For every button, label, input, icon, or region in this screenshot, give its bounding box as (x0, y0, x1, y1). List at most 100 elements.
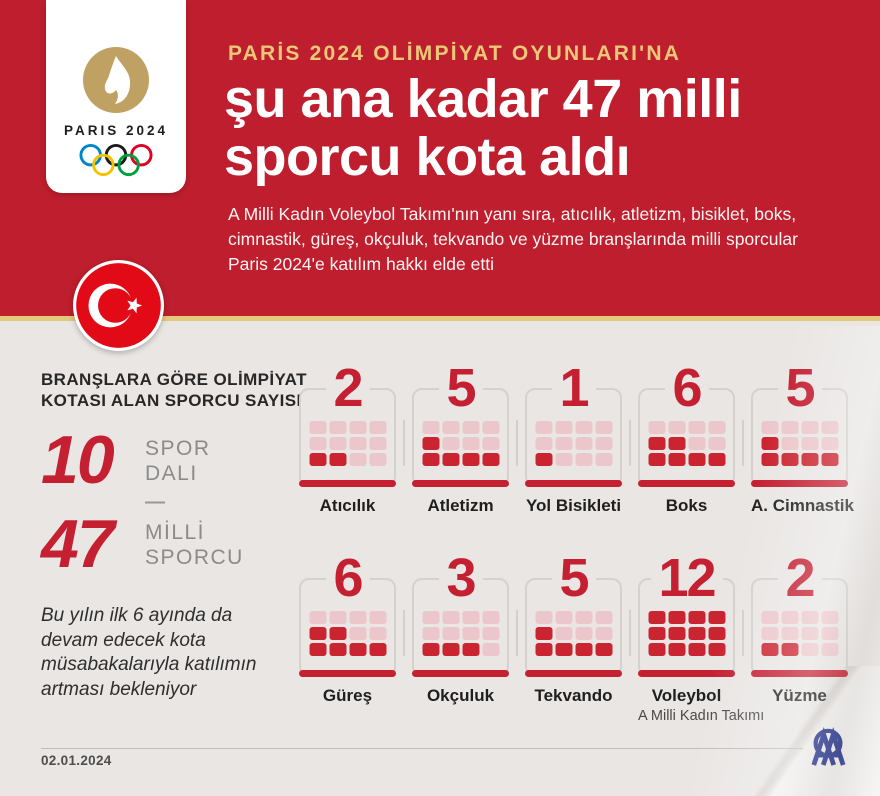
turkish-flag-icon (73, 260, 164, 351)
quota-cell (349, 643, 366, 656)
paris-2024-logo-card: PARIS 2024 (46, 0, 186, 193)
quota-cell (781, 611, 798, 624)
sports-row-2: 6 Güreş 3 Okçuluk 5 Tekvando 12 Voleybol… (299, 551, 848, 724)
quota-cell (781, 453, 798, 466)
quota-grid (761, 421, 838, 466)
quota-cell (369, 421, 386, 434)
quota-cell (668, 611, 685, 624)
quota-cell (482, 643, 499, 656)
quota-cell (555, 643, 572, 656)
quota-cell (422, 627, 439, 640)
quota-cell (482, 627, 499, 640)
quota-cell (595, 627, 612, 640)
quota-cell (708, 453, 725, 466)
olympic-rings-icon (79, 143, 153, 181)
quota-cell (535, 627, 552, 640)
sport-label: Atıcılık (319, 496, 376, 515)
card-accent-bar (525, 670, 622, 677)
paris-2024-wordmark: PARIS 2024 (63, 123, 169, 138)
header-subtext: A Milli Kadın Voleybol Takımı'nın yanı s… (228, 204, 798, 274)
quota-cell (708, 421, 725, 434)
quota-cell (668, 643, 685, 656)
sport-card-5: 5 A. Cimnastik (751, 361, 854, 516)
stat-national-athletes: 47 MİLLİ SPORCU (41, 506, 244, 582)
quota-cell (648, 627, 665, 640)
quota-cell (595, 643, 612, 656)
quota-cell (668, 421, 685, 434)
quota-cell (422, 643, 439, 656)
quota-cell (442, 421, 459, 434)
sports-row-1: 2 Atıcılık 5 Atletizm 1 Yol Bisikleti 6 … (299, 361, 854, 516)
sport-card-8: 5 Tekvando (525, 551, 631, 724)
quota-cell (349, 627, 366, 640)
quota-cell (442, 453, 459, 466)
note-text: Bu yılın ilk 6 ayında da devam edecek ko… (41, 605, 257, 700)
quota-cell (821, 421, 838, 434)
quota-cell (575, 627, 592, 640)
quota-cell (329, 453, 346, 466)
sport-card-2: 5 Atletizm (412, 361, 518, 516)
quota-cell (369, 611, 386, 624)
quota-cell (309, 627, 326, 640)
quota-cell (329, 611, 346, 624)
quota-cell (329, 421, 346, 434)
sport-branches-label: SPOR DALI (145, 437, 211, 485)
quota-cell (482, 437, 499, 450)
card-accent-bar (299, 480, 396, 487)
quota-cell (442, 611, 459, 624)
quota-cell (801, 643, 818, 656)
quota-grid (761, 611, 838, 656)
stat-sport-branches: 10 SPOR DALI (41, 426, 244, 494)
quota-cell (555, 453, 572, 466)
quota-cell (781, 627, 798, 640)
quota-grid (422, 421, 499, 466)
quota-count: 3 (438, 551, 483, 605)
quota-cell (648, 437, 665, 450)
quota-grid (648, 611, 725, 656)
sport-card-frame (299, 388, 396, 487)
quota-count: 1 (551, 361, 596, 415)
quota-cell (648, 453, 665, 466)
quota-cell (349, 453, 366, 466)
totals-block: 10 SPOR DALI — 47 MİLLİ SPORCU (41, 426, 244, 582)
section-title: BRANŞLARA GÖRE OLİMPİYAT KOTASI ALAN SPO… (41, 370, 307, 410)
quota-cell (688, 611, 705, 624)
quota-cell (781, 643, 798, 656)
quota-cell (535, 643, 552, 656)
quota-cell (422, 453, 439, 466)
quota-cell (761, 453, 778, 466)
card-accent-bar (299, 670, 396, 677)
quota-cell (442, 627, 459, 640)
national-athletes-label: MİLLİ SPORCU (145, 521, 244, 569)
quota-cell (595, 611, 612, 624)
quota-cell (575, 453, 592, 466)
quota-cell (369, 643, 386, 656)
quota-cell (821, 627, 838, 640)
card-accent-bar (412, 480, 509, 487)
quota-cell (482, 611, 499, 624)
sport-label: Voleybol (651, 686, 722, 705)
quota-cell (442, 643, 459, 656)
quota-cell (801, 611, 818, 624)
card-accent-bar (525, 480, 622, 487)
quota-cell (309, 453, 326, 466)
national-athletes-count: 47 (41, 506, 115, 582)
card-accent-bar (751, 670, 848, 677)
quota-cell (442, 437, 459, 450)
quota-cell (648, 611, 665, 624)
quota-cell (668, 437, 685, 450)
quota-cell (821, 611, 838, 624)
quota-cell (761, 643, 778, 656)
quota-cell (329, 643, 346, 656)
quota-cell (688, 453, 705, 466)
quota-cell (668, 453, 685, 466)
quota-cell (329, 627, 346, 640)
paper-corner-fold (730, 666, 880, 796)
sport-card-frame (751, 388, 848, 487)
quota-cell (482, 421, 499, 434)
quota-cell (555, 437, 572, 450)
card-accent-bar (412, 670, 509, 677)
anadolu-agency-logo (809, 727, 847, 767)
quota-cell (595, 437, 612, 450)
